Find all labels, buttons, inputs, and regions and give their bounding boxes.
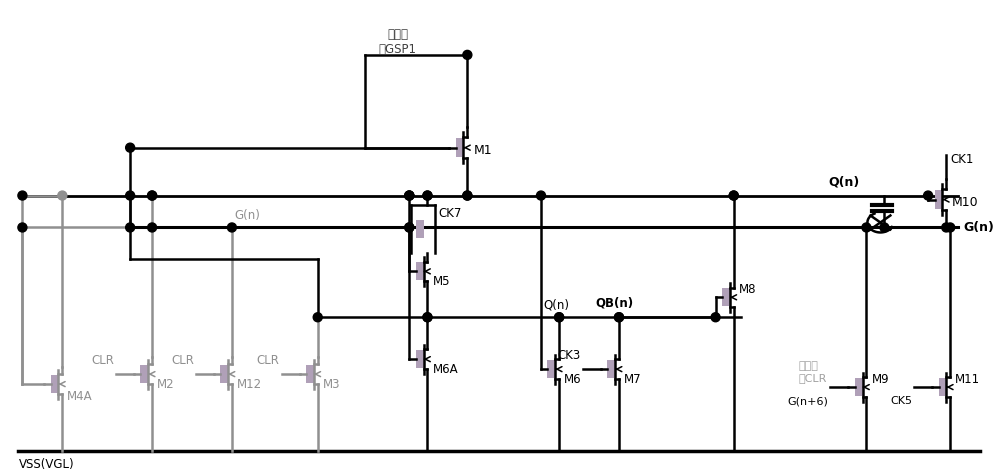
Bar (607, 360, 615, 378)
Circle shape (924, 191, 933, 200)
Text: G(n+6): G(n+6) (787, 396, 828, 406)
Text: M6: M6 (564, 373, 582, 385)
Circle shape (126, 191, 135, 200)
Circle shape (405, 191, 414, 200)
Bar (306, 365, 314, 383)
Circle shape (463, 191, 472, 200)
Text: QB(n): QB(n) (595, 297, 633, 310)
Circle shape (729, 191, 738, 200)
Text: M2: M2 (157, 377, 175, 391)
Text: CLR: CLR (257, 354, 280, 367)
Text: M1: M1 (473, 144, 492, 157)
Text: M4A: M4A (67, 390, 93, 403)
Text: G(n): G(n) (963, 221, 994, 234)
Text: M11: M11 (955, 373, 980, 385)
Bar (140, 365, 148, 383)
Text: M7: M7 (624, 373, 642, 385)
Circle shape (946, 223, 955, 232)
Text: CK1: CK1 (950, 153, 974, 166)
Circle shape (405, 191, 414, 200)
Circle shape (58, 191, 67, 200)
Circle shape (126, 143, 135, 152)
Circle shape (423, 313, 432, 322)
Circle shape (405, 223, 414, 232)
Bar (220, 365, 228, 383)
Circle shape (463, 51, 472, 59)
Circle shape (313, 313, 322, 322)
Circle shape (227, 223, 236, 232)
Circle shape (862, 223, 871, 232)
Circle shape (615, 313, 623, 322)
Bar (855, 378, 863, 396)
Text: M10: M10 (952, 196, 979, 209)
Text: 前两级
接GSP1: 前两级 接GSP1 (379, 28, 417, 56)
Circle shape (615, 313, 623, 322)
Text: CK5: CK5 (890, 396, 912, 406)
Circle shape (536, 191, 545, 200)
Circle shape (555, 313, 564, 322)
Circle shape (148, 223, 157, 232)
Circle shape (711, 313, 720, 322)
Circle shape (423, 313, 432, 322)
Circle shape (18, 191, 27, 200)
Circle shape (463, 191, 472, 200)
Text: CLR: CLR (171, 354, 194, 367)
Text: CK7: CK7 (438, 207, 462, 220)
Bar (456, 138, 463, 157)
Circle shape (405, 191, 414, 200)
Bar (416, 263, 424, 280)
Text: M9: M9 (871, 373, 889, 385)
Circle shape (555, 313, 564, 322)
Circle shape (405, 223, 414, 232)
Circle shape (148, 191, 157, 200)
Text: G(n): G(n) (234, 209, 260, 222)
Text: Q(n): Q(n) (829, 175, 860, 188)
Text: CK3: CK3 (558, 349, 581, 362)
Circle shape (423, 191, 432, 200)
Text: M3: M3 (323, 377, 340, 391)
Bar (547, 360, 555, 378)
Bar (51, 375, 58, 393)
Text: 后三级
接CLR: 后三级 接CLR (799, 361, 827, 383)
Bar (416, 220, 424, 238)
Text: M8: M8 (739, 283, 756, 296)
Bar (939, 378, 946, 396)
Text: M6A: M6A (432, 363, 458, 376)
Text: Q(n): Q(n) (543, 299, 569, 312)
Circle shape (942, 223, 951, 232)
Circle shape (423, 191, 432, 200)
Circle shape (148, 191, 157, 200)
Bar (416, 350, 424, 368)
Text: CLR: CLR (91, 354, 114, 367)
Text: VSS(VGL): VSS(VGL) (18, 458, 74, 472)
Circle shape (880, 223, 889, 232)
Circle shape (126, 223, 135, 232)
Circle shape (18, 223, 27, 232)
Text: M12: M12 (237, 377, 262, 391)
Bar (935, 190, 942, 209)
Circle shape (729, 191, 738, 200)
Text: M5: M5 (432, 275, 450, 288)
Bar (722, 289, 730, 306)
